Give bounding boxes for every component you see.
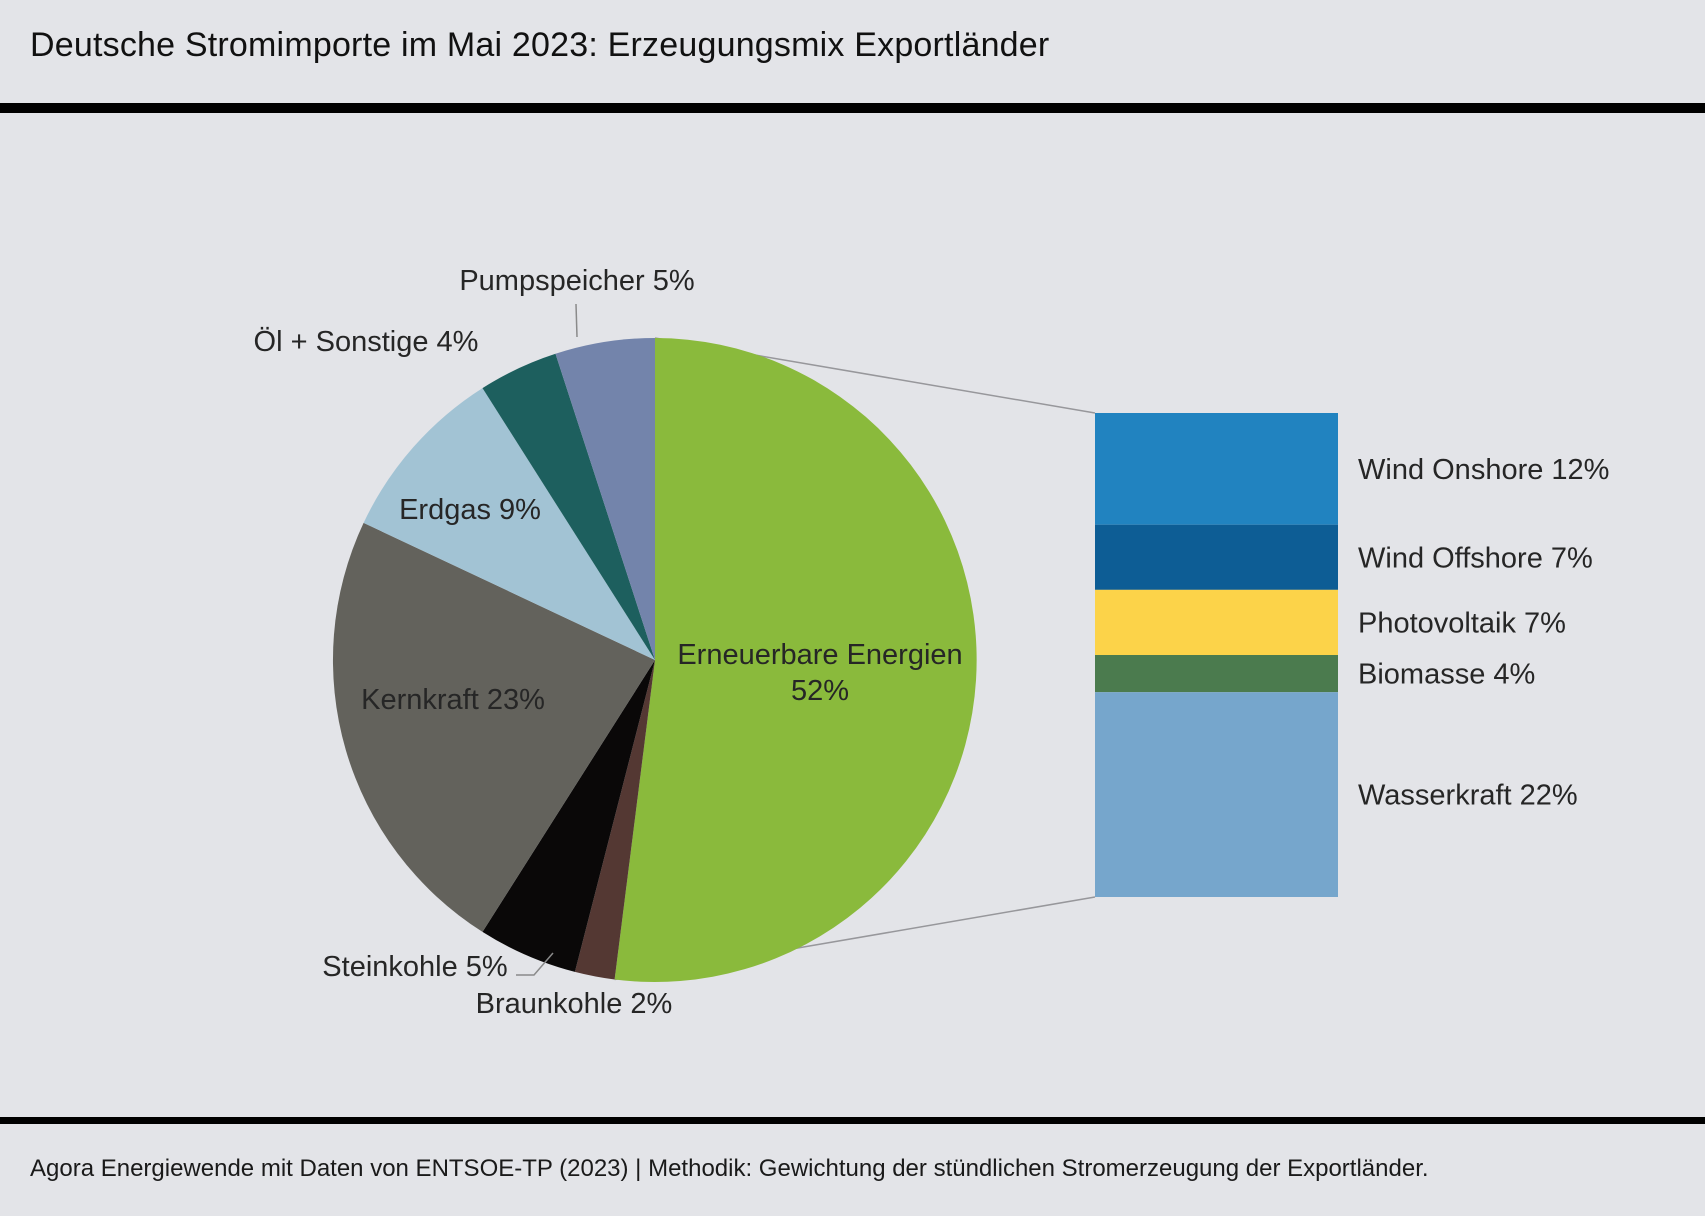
pie-slice-kernkraft [332,522,655,932]
bar-labels: Wind Onshore 12% Wind Offshore 7% Photovol… [1358,454,1609,812]
bar-segment-wind-onshore [1095,413,1338,525]
pie-label-oel-sonstige: Öl + Sonstige 4% [254,326,479,358]
renewables-breakdown-bar [1095,413,1338,897]
pie-label-kernkraft: Kernkraft 23% [361,684,545,716]
pie-label-steinkohle: Steinkohle 5% [322,951,507,983]
footer-separator-rule [0,1117,1705,1124]
bar-label-wind-onshore: Wind Onshore 12% [1358,454,1609,486]
bar-label-biomasse: Biomasse 4% [1358,659,1535,691]
pie-slice-oel-sonstige [482,353,655,660]
bar-segment-wasserkraft [1095,692,1338,897]
pie-slice-steinkohle [482,660,655,972]
steinkohle-leader-line [516,952,554,976]
bar-label-wind-offshore: Wind Offshore 7% [1358,542,1593,574]
pie-label-braunkohle: Braunkohle 2% [476,988,673,1020]
bar-label-wasserkraft: Wasserkraft 22% [1358,780,1578,812]
pie-slice-pumpspeicher [555,338,655,660]
title-separator-rule [0,103,1705,113]
source-note: Agora Energiewende mit Daten von ENTSOE-… [30,1155,1429,1182]
bar-segment-biomasse [1095,655,1338,693]
bar-segment-wind-offshore [1095,524,1338,590]
bar-label-photovoltaik: Photovoltaik 7% [1358,607,1566,639]
pie-label-erneuerbare-line1: Erneuerbare Energien [677,639,962,671]
bar-segment-photovoltaik [1095,589,1338,655]
pie-chart [332,338,977,982]
page-title: Deutsche Stromimporte im Mai 2023: Erzeu… [30,26,1050,64]
pie-label-erdgas: Erdgas 9% [399,494,541,526]
pie-slice-braunkohle [574,660,655,980]
pie-slice-erdgas [363,388,655,660]
pie-slice-erneuerbare [614,338,977,982]
pumpspeicher-leader-line [575,303,578,338]
pie-label-pumpspeicher: Pumpspeicher 5% [459,265,694,297]
pie-labels: Erneuerbare Energien 52% Braunkohle 2% Stei… [254,265,963,1020]
pie-label-erneuerbare-line2: 52% [791,675,849,707]
